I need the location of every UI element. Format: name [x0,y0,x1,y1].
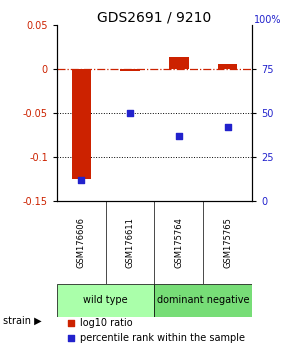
Text: GSM176606: GSM176606 [77,217,86,268]
Bar [120,69,140,70]
Text: dominant negative: dominant negative [157,295,250,305]
Point [68,336,73,341]
Point [79,177,84,183]
Title: GDS2691 / 9210: GDS2691 / 9210 [98,11,212,25]
Bar [57,284,154,316]
Bar [218,64,237,69]
Text: GSM175765: GSM175765 [223,217,232,268]
Point [225,124,230,130]
Text: GSM175764: GSM175764 [174,217,183,268]
Point [128,110,133,116]
Bar [72,69,91,179]
Bar [169,57,189,69]
Text: strain ▶: strain ▶ [3,315,42,325]
Text: wild type: wild type [83,295,128,305]
Point [176,133,181,139]
Text: 100%: 100% [254,15,281,25]
Text: GSM176611: GSM176611 [126,217,135,268]
Point [68,320,73,326]
Bar [154,284,252,316]
Text: log10 ratio: log10 ratio [80,318,133,328]
Text: percentile rank within the sample: percentile rank within the sample [80,333,245,343]
